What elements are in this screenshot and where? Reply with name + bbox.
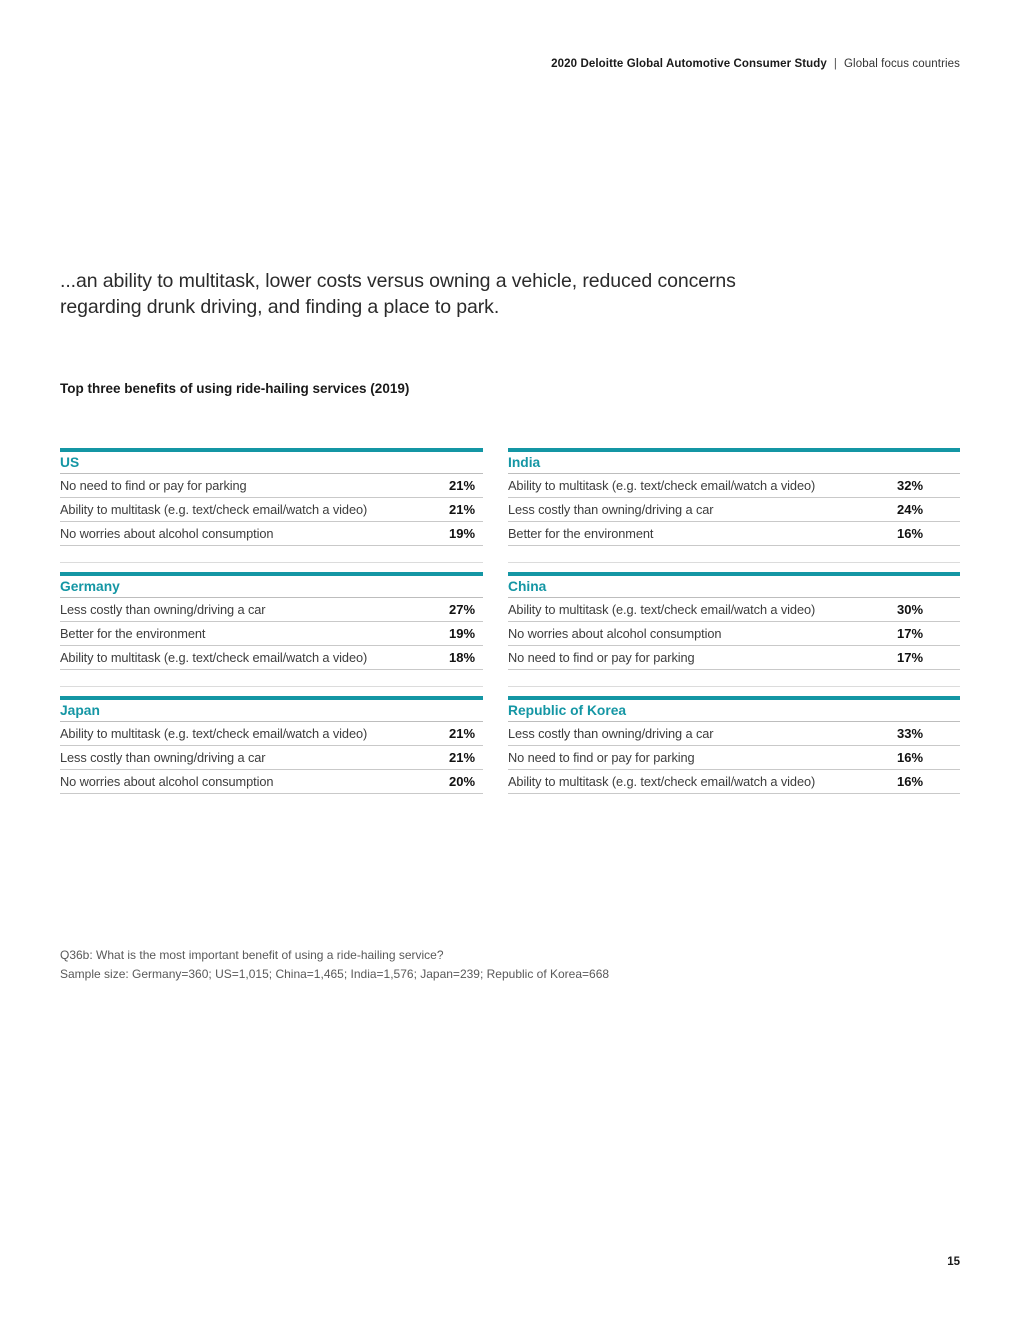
running-header: 2020 Deloitte Global Automotive Consumer… — [551, 58, 960, 70]
benefit-label: Ability to multitask (e.g. text/check em… — [508, 602, 816, 617]
benefit-label: Less costly than owning/driving a car — [508, 502, 714, 517]
accent-bar — [60, 572, 483, 576]
benefit-value: 17% — [897, 650, 924, 665]
country-table-us: US No need to find or pay for parking 21… — [60, 448, 483, 564]
table-row: No worries about alcohol consumption 17% — [508, 622, 960, 646]
benefit-label: Less costly than owning/driving a car — [60, 602, 266, 617]
country-table-india: India Ability to multitask (e.g. text/ch… — [508, 448, 960, 564]
table-bottom-rule — [508, 670, 960, 687]
accent-bar — [60, 696, 483, 700]
benefit-label: Less costly than owning/driving a car — [508, 726, 714, 741]
benefit-label: No need to find or pay for parking — [60, 478, 247, 493]
accent-bar — [508, 572, 960, 576]
table-row: Better for the environment 19% — [60, 622, 483, 646]
header-separator: | — [833, 58, 838, 70]
footnote-sample-size: Sample size: Germany=360; US=1,015; Chin… — [60, 967, 610, 981]
footnote-question: Q36b: What is the most important benefit… — [60, 948, 444, 962]
intro-line-2: regarding drunk driving, and finding a p… — [60, 296, 500, 318]
country-name: Germany — [60, 576, 483, 598]
benefit-value: 16% — [897, 750, 924, 765]
benefit-value: 19% — [449, 526, 476, 541]
table-row: Ability to multitask (e.g. text/check em… — [60, 498, 483, 522]
table-row: No worries about alcohol consumption 20% — [60, 770, 483, 794]
table-row: Less costly than owning/driving a car 27… — [60, 598, 483, 622]
benefit-value: 19% — [449, 626, 476, 641]
table-row: No worries about alcohol consumption 19% — [60, 522, 483, 546]
country-name: Republic of Korea — [508, 700, 960, 722]
benefit-value: 21% — [449, 478, 476, 493]
benefit-label: Ability to multitask (e.g. text/check em… — [508, 774, 816, 789]
benefit-label: No worries about alcohol consumption — [60, 526, 274, 541]
table-row: Less costly than owning/driving a car 21… — [60, 746, 483, 770]
table-row: Ability to multitask (e.g. text/check em… — [60, 722, 483, 746]
table-row: Less costly than owning/driving a car 24… — [508, 498, 960, 522]
country-table-japan: Japan Ability to multitask (e.g. text/ch… — [60, 696, 483, 795]
benefit-label: Ability to multitask (e.g. text/check em… — [60, 502, 368, 517]
benefit-label: No need to find or pay for parking — [508, 750, 695, 765]
table-row: No need to find or pay for parking 21% — [60, 474, 483, 498]
table-bottom-rule — [60, 670, 483, 687]
tables-caption: Top three benefits of using ride-hailing… — [60, 381, 410, 396]
benefit-label: Less costly than owning/driving a car — [60, 750, 266, 765]
country-name: India — [508, 452, 960, 474]
benefit-label: No worries about alcohol consumption — [508, 626, 722, 641]
table-row: No need to find or pay for parking 16% — [508, 746, 960, 770]
table-row: No need to find or pay for parking 17% — [508, 646, 960, 670]
table-row: Ability to multitask (e.g. text/check em… — [508, 598, 960, 622]
table-row: Ability to multitask (e.g. text/check em… — [508, 770, 960, 794]
accent-bar — [508, 448, 960, 452]
intro-statement: ...an ability to multitask, lower costs … — [60, 268, 790, 320]
country-table-china: China Ability to multitask (e.g. text/ch… — [508, 572, 960, 688]
benefit-value: 30% — [897, 602, 924, 617]
benefit-label: No need to find or pay for parking — [508, 650, 695, 665]
benefit-value: 21% — [449, 750, 476, 765]
country-name: China — [508, 576, 960, 598]
country-table-germany: Germany Less costly than owning/driving … — [60, 572, 483, 688]
section-title: Global focus countries — [844, 58, 960, 70]
table-bottom-rule — [508, 546, 960, 563]
benefit-value: 20% — [449, 774, 476, 789]
page-number: 15 — [947, 1256, 960, 1268]
accent-bar — [60, 448, 483, 452]
table-row: Ability to multitask (e.g. text/check em… — [508, 474, 960, 498]
table-row: Less costly than owning/driving a car 33… — [508, 722, 960, 746]
benefit-label: Ability to multitask (e.g. text/check em… — [60, 650, 368, 665]
benefits-tables-grid: US No need to find or pay for parking 21… — [60, 448, 960, 795]
report-title: 2020 Deloitte Global Automotive Consumer… — [551, 58, 827, 70]
table-row: Better for the environment 16% — [508, 522, 960, 546]
accent-bar — [508, 696, 960, 700]
benefit-value: 17% — [897, 626, 924, 641]
benefit-value: 33% — [897, 726, 924, 741]
table-row: Ability to multitask (e.g. text/check em… — [60, 646, 483, 670]
benefit-label: Ability to multitask (e.g. text/check em… — [508, 478, 816, 493]
benefit-label: Ability to multitask (e.g. text/check em… — [60, 726, 368, 741]
country-name: Japan — [60, 700, 483, 722]
benefit-label: No worries about alcohol consumption — [60, 774, 274, 789]
country-name: US — [60, 452, 483, 474]
benefit-value: 21% — [449, 726, 476, 741]
footnotes: Q36b: What is the most important benefit… — [60, 946, 609, 984]
intro-line-1: ...an ability to multitask, lower costs … — [60, 270, 736, 292]
benefit-value: 16% — [897, 526, 924, 541]
table-bottom-rule — [60, 546, 483, 563]
benefit-value: 16% — [897, 774, 924, 789]
benefit-value: 21% — [449, 502, 476, 517]
benefit-label: Better for the environment — [508, 526, 654, 541]
benefit-value: 27% — [449, 602, 476, 617]
benefit-label: Better for the environment — [60, 626, 206, 641]
benefit-value: 24% — [897, 502, 924, 517]
country-table-republic-of-korea: Republic of Korea Less costly than ownin… — [508, 696, 960, 795]
benefit-value: 32% — [897, 478, 924, 493]
benefit-value: 18% — [449, 650, 476, 665]
